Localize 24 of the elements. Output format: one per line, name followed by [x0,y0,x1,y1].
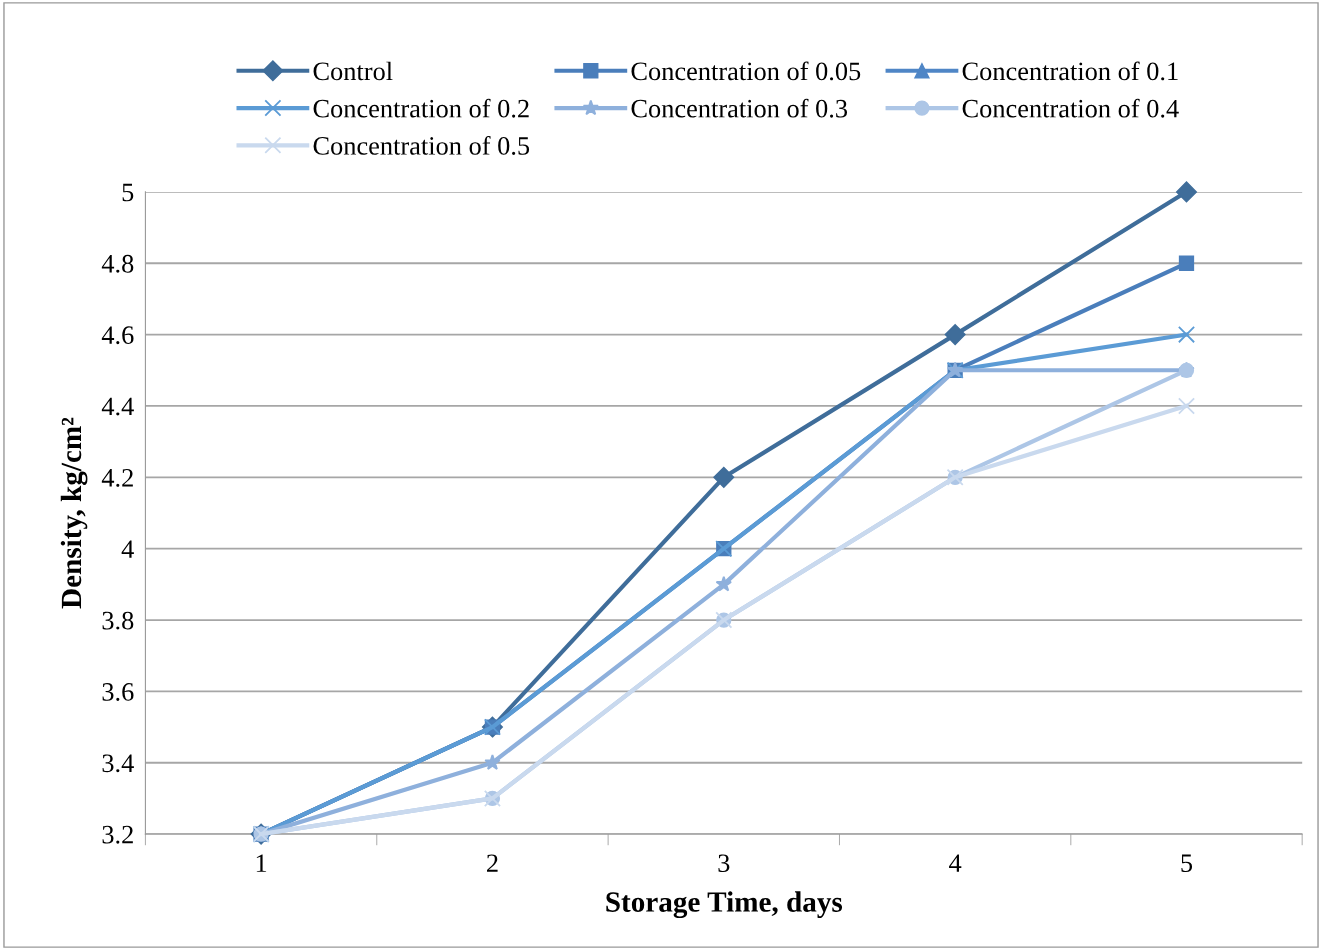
legend-label: Concentration of 0.2 [313,98,529,118]
x-tick-label: 1 [256,854,267,872]
legend-label: Concentration of 0.05 [631,61,861,81]
legend-label: Concentration of 0.5 [313,135,530,155]
y-tick-label: 3.4 [102,754,134,773]
x-axis-title: Storage Time, days [606,891,843,919]
legend-label: Concentration of 0.3 [631,98,848,118]
y-tick-label: 3.2 [102,825,133,844]
legend-label: Control [313,61,393,81]
x-tick-label: 5 [1181,854,1193,873]
y-tick-label: 4.2 [101,469,133,487]
y-axis-title: Density, kg/cm² [60,417,88,609]
y-tick-label: 4 [121,540,134,558]
y-tick-label: 3.6 [102,683,134,701]
x-tick-label: 4 [949,854,962,872]
y-tick-label: 3.8 [102,611,134,630]
y-tick-label: 5 [122,183,134,202]
x-tick-label: 2 [487,854,498,872]
y-tick-label: 4.8 [101,254,134,273]
y-tick-label: 4.6 [101,326,134,345]
x-tick-label: 3 [718,854,730,873]
legend-label: Concentration of 0.1 [962,61,1178,81]
legend-label: Concentration of 0.4 [962,98,1179,118]
y-tick-label: 4.4 [101,397,134,416]
